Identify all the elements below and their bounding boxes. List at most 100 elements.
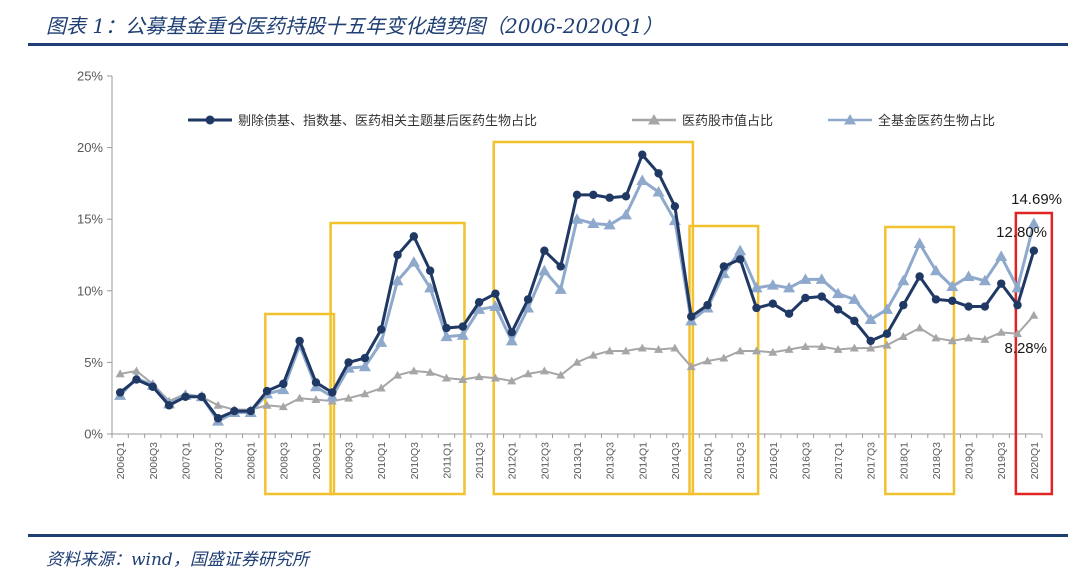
legend-label: 剔除债基、指数基、医药相关主题基后医药生物占比 (238, 114, 537, 129)
data-point (554, 283, 567, 294)
data-point (1029, 310, 1039, 319)
x-tick-label: 2017Q3 (866, 442, 878, 480)
data-point (572, 357, 582, 366)
data-point (850, 316, 859, 326)
data-point (440, 330, 453, 342)
data-point (703, 300, 712, 310)
legend-label: 全基金医药生物占比 (878, 113, 995, 129)
data-point (605, 193, 614, 202)
data-point (980, 302, 990, 311)
data-point (946, 280, 959, 292)
data-point (328, 388, 337, 397)
data-point (670, 343, 680, 352)
y-tick-label: 0% (84, 427, 103, 442)
data-point (262, 400, 272, 409)
data-point (277, 383, 290, 395)
data-point (670, 202, 680, 211)
data-point (490, 373, 500, 382)
data-point (638, 150, 647, 159)
data-point (409, 366, 419, 375)
data-point (507, 328, 516, 337)
data-point (817, 292, 826, 301)
highlight-box (688, 224, 760, 496)
data-point (441, 373, 451, 382)
x-tick-label: 2012Q3 (539, 442, 551, 480)
data-point (442, 323, 451, 333)
data-point (540, 246, 549, 255)
data-point (915, 323, 925, 332)
data-point (735, 255, 745, 264)
data-point (833, 345, 843, 353)
data-point (637, 343, 647, 352)
data-point (621, 192, 631, 201)
data-point (587, 217, 600, 228)
data-point (344, 393, 354, 402)
data-point (295, 336, 304, 346)
data-point (407, 256, 420, 267)
data-point (734, 244, 747, 256)
data-point (996, 327, 1006, 336)
data-point (750, 281, 763, 293)
x-tick-label: 2015Q1 (703, 442, 715, 480)
x-tick-label: 2013Q3 (605, 442, 617, 480)
x-tick-label: 2010Q3 (409, 442, 421, 480)
data-point (393, 250, 402, 260)
data-point (947, 336, 957, 345)
data-point (344, 358, 353, 367)
data-point (751, 346, 761, 355)
data-point (311, 395, 321, 404)
footer-rule (28, 534, 1068, 537)
data-point (1011, 281, 1024, 293)
x-tick-label: 2007Q1 (180, 442, 192, 480)
highlight-box (884, 225, 956, 496)
data-point (1029, 246, 1039, 255)
data-point (735, 346, 745, 355)
data-point (768, 299, 777, 308)
data-point (948, 296, 957, 306)
data-point (556, 262, 565, 271)
x-tick-label: 2008Q1 (246, 442, 258, 480)
data-point (377, 325, 386, 334)
x-tick-label: 2015Q3 (735, 442, 747, 480)
data-point (278, 402, 288, 411)
data-point (997, 279, 1006, 288)
data-point (931, 295, 941, 304)
data-point (489, 300, 502, 312)
data-point (686, 362, 696, 371)
data-point (491, 289, 500, 298)
legend-marker (844, 114, 856, 125)
y-tick-label: 10% (77, 283, 103, 298)
data-point (766, 279, 779, 290)
data-point (897, 274, 910, 286)
data-point (719, 353, 729, 362)
data-point (800, 342, 810, 351)
data-point (230, 406, 239, 416)
data-point (358, 360, 371, 372)
data-point (539, 366, 549, 375)
data-point (881, 303, 893, 314)
data-point (995, 250, 1008, 261)
x-tick-label: 2008Q3 (278, 442, 290, 480)
x-tick-label: 2019Q3 (996, 442, 1008, 480)
data-point (523, 369, 533, 378)
data-point (181, 392, 190, 401)
data-point (522, 301, 535, 313)
data-point (456, 329, 469, 340)
source-note: 资料来源：wind，国盛证券研究所 (46, 550, 309, 570)
x-tick-label: 2011Q1 (441, 442, 453, 479)
x-tick-label: 2006Q1 (115, 442, 127, 480)
data-point (784, 309, 794, 318)
data-point (801, 293, 810, 303)
data-point (115, 369, 125, 378)
callout-label: 12.80% (996, 224, 1047, 241)
x-tick-label: 2017Q1 (833, 442, 845, 480)
data-point (848, 293, 861, 304)
data-point (898, 332, 908, 340)
data-point (915, 272, 924, 281)
x-tick-label: 2014Q3 (670, 442, 682, 480)
legend-label: 医药股市值占比 (682, 113, 773, 129)
data-point (799, 273, 812, 284)
y-tick-label: 25% (77, 69, 103, 84)
data-point (473, 303, 486, 314)
data-point (197, 392, 206, 401)
